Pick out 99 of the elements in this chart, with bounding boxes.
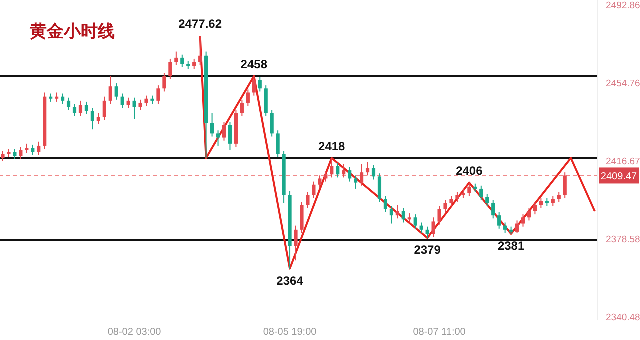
candlestick (450, 196, 454, 207)
candlestick (174, 51, 178, 66)
candlestick (444, 200, 448, 214)
data-label: 2364 (276, 274, 304, 288)
candlestick (462, 188, 466, 199)
candlestick (378, 173, 382, 203)
candlestick (468, 182, 472, 197)
x-tick-label: 08-07 11:00 (413, 327, 466, 338)
candlestick (31, 144, 35, 156)
data-label: 2458 (240, 57, 268, 72)
candlestick (456, 192, 460, 203)
candlestick (504, 222, 508, 234)
candlestick (270, 110, 274, 138)
candlestick (390, 206, 394, 224)
candlestick (198, 36, 202, 66)
candlestick (551, 196, 555, 207)
data-label: 2406 (456, 164, 484, 178)
candlestick (19, 146, 23, 160)
candlestick (360, 164, 364, 186)
candlestick (1, 150, 5, 162)
candlestick (108, 76, 112, 105)
candlestick (192, 58, 196, 70)
data-label: 2418 (318, 139, 346, 154)
candlestick (563, 172, 567, 199)
candlestick (72, 104, 77, 117)
candlestick (144, 95, 148, 107)
candlestick (557, 192, 561, 203)
candlestick (180, 54, 184, 68)
candlestick (222, 122, 226, 142)
candlestick (330, 158, 334, 178)
candlestick (384, 196, 388, 214)
candlestick (216, 130, 220, 146)
candlestick (396, 204, 400, 220)
candlestick (521, 214, 526, 228)
x-tick-label: 08-05 19:00 (263, 327, 318, 338)
candlestick (480, 185, 484, 201)
candlestick (306, 192, 310, 209)
candlestick (126, 97, 130, 109)
candlestick (90, 108, 94, 130)
candlestick (498, 212, 502, 230)
candlestick (162, 72, 166, 92)
candlestick (533, 202, 538, 216)
y-tick-label: 2454.76 (606, 78, 640, 90)
y-tick-label: 2340.48 (606, 312, 640, 324)
candlestick (432, 217, 436, 238)
candlestick (66, 97, 71, 111)
x-tick-label: 08-02 03:00 (108, 327, 162, 338)
candlestick (37, 141, 41, 156)
candlestick (84, 101, 89, 115)
data-label: 2381 (498, 239, 525, 254)
y-tick-label: 2378.58 (606, 234, 640, 246)
candlestick (60, 93, 65, 105)
data-label: 2379 (414, 243, 442, 258)
candlestick (294, 225, 298, 262)
candlestick (156, 85, 160, 105)
candlestick (414, 214, 418, 230)
candlestick (438, 206, 442, 226)
candlestick (318, 175, 322, 188)
y-tick-label: 2416.67 (606, 156, 640, 168)
candlestick (276, 130, 280, 158)
candlestick (96, 112, 100, 125)
candlestick (132, 97, 136, 120)
candlestick (228, 122, 232, 151)
candlestick (492, 200, 496, 220)
candlestick (102, 96, 106, 121)
candlestick (527, 208, 532, 222)
candlestick (515, 220, 520, 234)
candlestick (258, 76, 262, 92)
candlestick (324, 171, 328, 182)
candlestick (354, 175, 358, 190)
candlestick (366, 162, 370, 176)
candlestick (246, 89, 250, 107)
data-label: 2477.62 (178, 17, 222, 32)
candlestick (114, 83, 118, 100)
candlestick (25, 143, 29, 154)
candlestick (13, 148, 17, 160)
candlestick (402, 208, 406, 224)
y-tick-label: 2492.86 (606, 0, 640, 12)
candlestick (426, 226, 430, 239)
candlestick (486, 194, 490, 207)
candlestick (78, 100, 83, 117)
line-series (199, 35, 596, 270)
text: 黄金小时线 (30, 21, 115, 43)
candlestick (408, 213, 412, 224)
candlestick (55, 92, 59, 102)
candlestick (210, 112, 214, 138)
ref-line-label: 2409.47 (600, 172, 638, 183)
candlestick (168, 58, 172, 80)
candlestick (252, 76, 256, 96)
candlestick (240, 99, 244, 117)
candlestick (120, 93, 124, 109)
candlestick (342, 164, 346, 178)
candlestick (372, 164, 376, 180)
candlestick (336, 162, 340, 178)
candlestick (539, 198, 543, 209)
candlestick (312, 181, 316, 199)
candlestick (348, 166, 352, 182)
candlestick (138, 99, 142, 111)
candlestick (420, 222, 424, 234)
